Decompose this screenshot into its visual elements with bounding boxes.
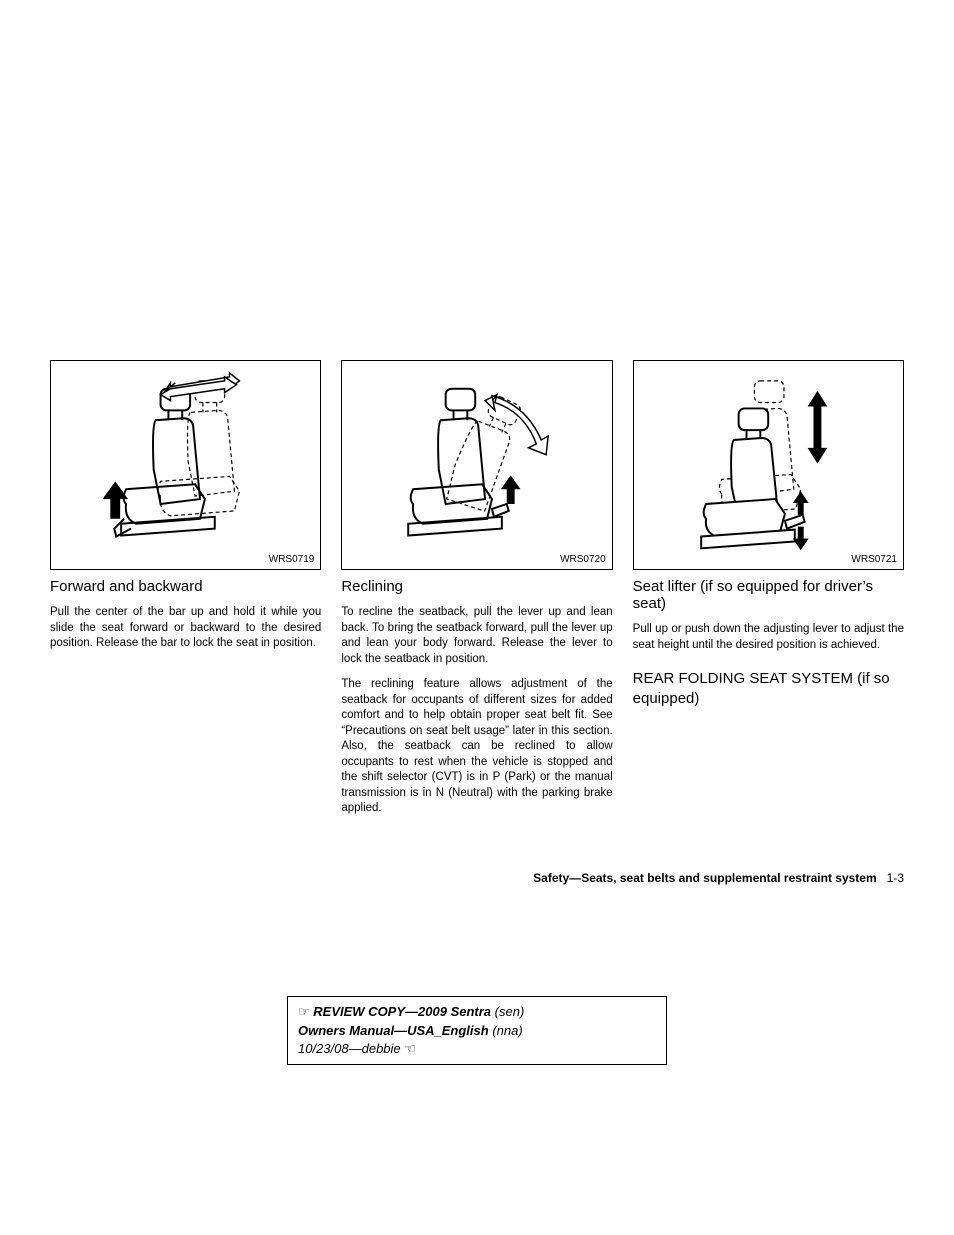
pointer-left-icon: ☜ [404,1040,416,1058]
figure-reclining: WRS0720 [341,360,612,570]
column-seat-lifter: WRS0721 Seat lifter (if so equipped for … [633,360,904,827]
seat-lifter-diagram [647,371,889,558]
review-code-1: (sen) [495,1004,525,1019]
review-line-2: Owners Manual—USA_English (nna) [298,1022,656,1040]
subhead-reclining: Reclining [341,578,612,595]
review-line-3: 10/23/08—debbie ☜ [298,1040,656,1058]
subhead-seat-lifter: Seat lifter (if so equipped for driver’s… [633,578,904,612]
figure-id: WRS0719 [269,554,315,565]
review-copy-label: REVIEW COPY— [313,1004,418,1019]
manual-page: WRS0719 Forward and backward Pull the ce… [0,0,954,1235]
subhead-forward-backward: Forward and backward [50,578,321,595]
figure-id: WRS0720 [560,554,606,565]
figure-forward-backward: WRS0719 [50,360,321,570]
footer-section-title: Safety—Seats, seat belts and supplementa… [533,871,876,885]
body-seat-lifter: Pull up or push down the adjusting lever… [633,622,904,653]
review-copy-box: ☞ REVIEW COPY—2009 Sentra (sen) Owners M… [287,996,667,1065]
review-manual-label: Owners Manual—USA_English [298,1023,489,1038]
review-line-1: ☞ REVIEW COPY—2009 Sentra (sen) [298,1003,656,1021]
figure-seat-lifter: WRS0721 [633,360,904,570]
column-reclining: WRS0720 Reclining To recline the seatbac… [341,360,612,827]
body-reclining-1: To recline the seatback, pull the lever … [341,605,612,667]
review-model: 2009 Sentra [418,1004,491,1019]
seat-slide-diagram [64,371,306,558]
body-reclining-2: The reclining feature allows adjustment … [341,677,612,817]
footer-page-number: 1-3 [887,871,904,885]
review-date-author: 10/23/08—debbie [298,1041,401,1056]
body-forward-backward: Pull the center of the bar up and hold i… [50,605,321,652]
column-forward-backward: WRS0719 Forward and backward Pull the ce… [50,360,321,827]
figure-id: WRS0721 [851,554,897,565]
section-rear-folding: REAR FOLDING SEAT SYSTEM (if so equipped… [633,669,904,708]
review-code-2: (nna) [492,1023,522,1038]
page-footer: Safety—Seats, seat belts and supplementa… [533,871,904,885]
pointer-right-icon: ☞ [298,1003,310,1021]
three-column-layout: WRS0719 Forward and backward Pull the ce… [50,360,904,827]
seat-recline-diagram [356,371,598,558]
